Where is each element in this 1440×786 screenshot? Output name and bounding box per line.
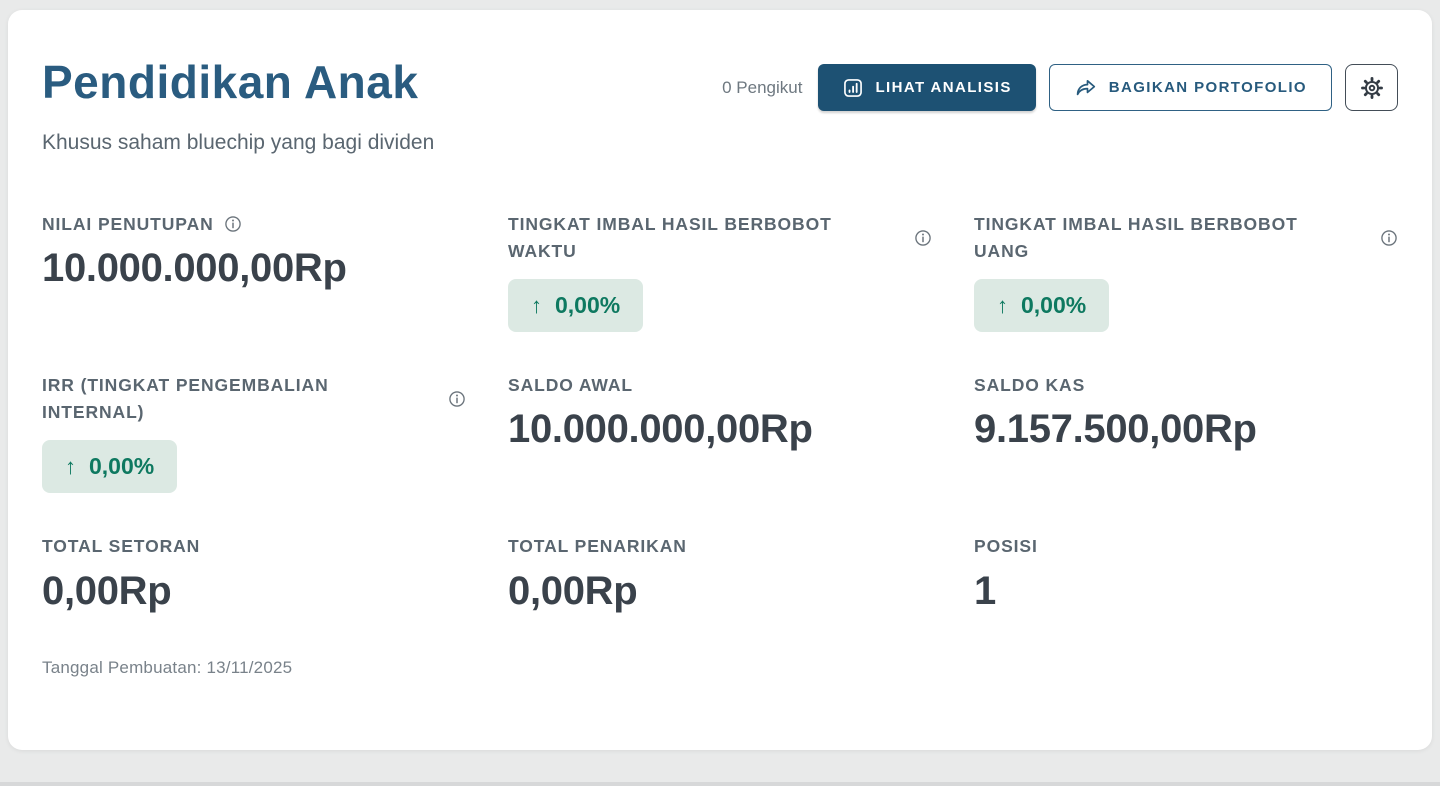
followers-count: 0 Pengikut: [722, 77, 803, 97]
stat-label: SALDO KAS: [974, 375, 1086, 396]
stat-value: 10.000.000,00Rp: [508, 407, 813, 452]
stat-label: TINGKAT IMBAL HASIL BERBOBOT UANG: [974, 213, 1298, 262]
badge-value: 0,00%: [555, 292, 621, 319]
stats-grid: NILAI PENUTUPAN 10.000.000,00Rp TINGKAT …: [42, 211, 1398, 614]
stat-total-setoran: TOTAL SETORAN 0,00Rp: [42, 533, 466, 613]
gear-icon: [1359, 75, 1385, 101]
arrow-up-icon: ↑: [997, 292, 1008, 318]
stat-value: 0,00Rp: [42, 568, 172, 613]
analytics-chart-icon: [842, 77, 864, 99]
share-portfolio-label: BAGIKAN PORTOFOLIO: [1108, 79, 1307, 96]
card-header: Pendidikan Anak Khusus saham bluechip ya…: [42, 56, 1398, 155]
stat-label: TINGKAT IMBAL HASIL BERBOBOT WAKTU: [508, 213, 832, 262]
stat-saldo-awal: SALDO AWAL 10.000.000,00Rp: [508, 372, 932, 493]
stat-label: TOTAL SETORAN: [42, 536, 201, 557]
info-icon[interactable]: [914, 229, 932, 247]
stat-label: IRR (TINGKAT PENGEMBALIAN INTERNAL): [42, 375, 329, 423]
portfolio-summary-card: Pendidikan Anak Khusus saham bluechip ya…: [8, 10, 1432, 750]
badge-value: 0,00%: [1021, 292, 1087, 319]
stat-value: 9.157.500,00Rp: [974, 407, 1257, 452]
stat-nilai-penutupan: NILAI PENUTUPAN 10.000.000,00Rp: [42, 211, 466, 332]
arrow-up-icon: ↑: [531, 292, 542, 318]
arrow-up-icon: ↑: [65, 453, 76, 479]
title-block: Pendidikan Anak Khusus saham bluechip ya…: [42, 56, 434, 155]
info-icon[interactable]: [448, 390, 466, 408]
stat-imbal-hasil-waktu: TINGKAT IMBAL HASIL BERBOBOT WAKTU ↑ 0,0…: [508, 211, 932, 333]
stat-value: 10.000.000,00Rp: [42, 246, 347, 291]
info-icon[interactable]: [1380, 229, 1398, 247]
header-controls: 0 Pengikut LIHAT ANALISIS: [722, 64, 1398, 111]
stat-saldo-kas: SALDO KAS 9.157.500,00Rp: [974, 372, 1398, 493]
stat-label: NILAI PENUTUPAN: [42, 213, 214, 234]
view-analysis-button[interactable]: LIHAT ANALISIS: [818, 64, 1036, 111]
stat-label: TOTAL PENARIKAN: [508, 536, 687, 557]
portfolio-title: Pendidikan Anak: [42, 56, 419, 108]
info-icon[interactable]: [224, 215, 242, 233]
bottom-edge-strip: [0, 782, 1440, 786]
view-analysis-label: LIHAT ANALISIS: [875, 79, 1012, 96]
share-icon: [1074, 76, 1098, 100]
return-badge: ↑ 0,00%: [508, 279, 644, 333]
stat-label: SALDO AWAL: [508, 375, 634, 396]
badge-value: 0,00%: [89, 453, 155, 480]
creation-date: Tanggal Pembuatan: 13/11/2025: [42, 657, 293, 677]
stat-imbal-hasil-uang: TINGKAT IMBAL HASIL BERBOBOT UANG ↑ 0,00…: [974, 211, 1398, 333]
share-portfolio-button[interactable]: BAGIKAN PORTOFOLIO: [1048, 64, 1332, 111]
portfolio-subtitle: Khusus saham bluechip yang bagi dividen: [42, 130, 435, 154]
stat-label: POSISI: [974, 536, 1038, 557]
stat-value: 0,00Rp: [508, 568, 638, 613]
return-badge: ↑ 0,00%: [974, 279, 1110, 333]
settings-button[interactable]: [1345, 64, 1398, 111]
return-badge: ↑ 0,00%: [42, 440, 178, 494]
stat-irr: IRR (TINGKAT PENGEMBALIAN INTERNAL) ↑ 0,…: [42, 372, 466, 494]
stat-total-penarikan: TOTAL PENARIKAN 0,00Rp: [508, 533, 932, 613]
stat-posisi: POSISI 1: [974, 533, 1398, 613]
stat-value: 1: [974, 568, 996, 613]
